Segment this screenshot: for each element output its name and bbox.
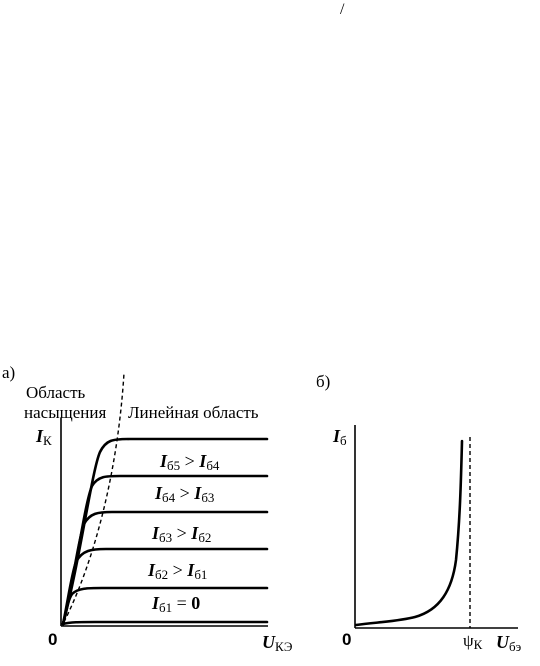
stray-mark: / [340, 1, 345, 18]
curve-ib1 [61, 586, 269, 626]
curve-label-ib5: Iб5 > Iб4 [159, 451, 220, 473]
x-axis-label: UКЭ [262, 632, 293, 654]
saturation-region-label-line1: Область [26, 383, 86, 402]
panel-a-output-characteristics: а) Область насыщения Линейная область IК… [2, 363, 293, 654]
curve-label-ib3: Iб3 > Iб2 [151, 523, 211, 545]
saturation-region-label-line2: насыщения [24, 403, 106, 422]
origin-label-a: 0 [48, 630, 57, 649]
threshold-label: ψК [463, 631, 483, 652]
origin-label-b: 0 [342, 630, 351, 649]
y-axis-label-b: Iб [332, 426, 347, 448]
linear-region-label: Линейная область [128, 403, 259, 422]
y-axis-label: IК [35, 426, 52, 448]
curve-label-ib4: Iб4 > Iб3 [154, 483, 214, 505]
saturation-boundary-dashed [63, 372, 125, 623]
panel-b-label: б) [316, 372, 330, 391]
curve-label-ib1: Iб1 = 0 [151, 593, 200, 615]
curve-label-ib2: Iб2 > Iб1 [147, 560, 207, 582]
curve-ib0 [61, 620, 269, 626]
curve-ib2 [61, 547, 269, 626]
panel-a-label: а) [2, 363, 15, 382]
input-curve [354, 439, 464, 627]
x-axis-label-b: Uбэ [496, 632, 522, 654]
panel-b-input-characteristic: б) Iб 0 Uбэ ψК [316, 372, 522, 654]
